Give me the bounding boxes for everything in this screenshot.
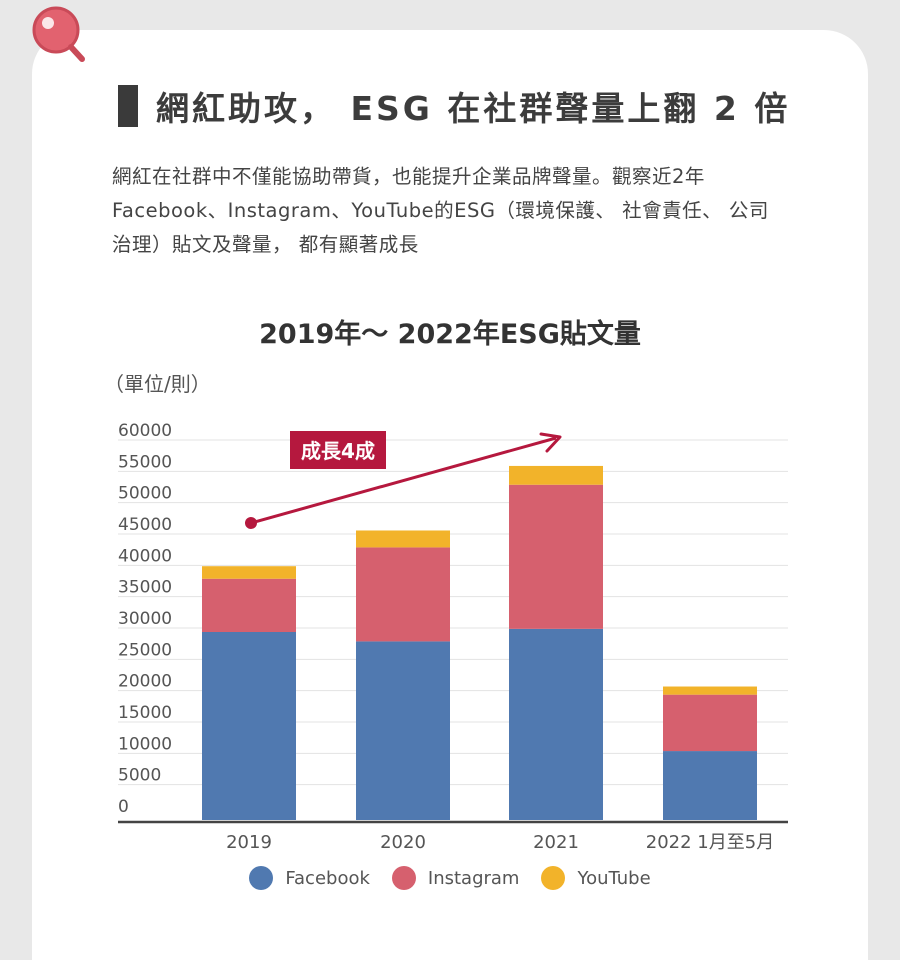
annotation-arrow-line <box>250 436 557 525</box>
intro-line-1: 網紅在社群中不僅能協助帶貨，也能提升企業品牌聲量。觀察近2年 <box>112 165 705 188</box>
intro-line-2: Facebook、Instagram、YouTube的ESG（環境保護、 社會責… <box>112 199 769 222</box>
bar-youtube <box>356 530 450 548</box>
y-tick-label: 40000 <box>118 546 172 566</box>
x-tick-label: 2022 1月至5月 <box>646 832 774 853</box>
intro-paragraph: 網紅在社群中不僅能協助帶貨，也能提升企業品牌聲量。觀察近2年 Facebook、… <box>112 160 812 262</box>
legend-swatch-instagram <box>391 866 416 890</box>
bar-instagram <box>509 484 603 629</box>
bar-instagram <box>202 578 296 632</box>
y-tick-label: 20000 <box>118 672 172 692</box>
bar-youtube <box>663 686 757 695</box>
y-tick-label: 15000 <box>118 703 172 723</box>
bar-facebook <box>509 628 603 820</box>
legend-swatch-facebook <box>249 866 274 890</box>
legend-label-facebook: Facebook <box>285 867 370 889</box>
legend-item-facebook: Facebook <box>249 866 370 890</box>
bar-youtube <box>202 566 296 579</box>
chart-unit-label: （單位/則） <box>104 372 211 396</box>
intro-line-3: 治理）貼文及聲量， 都有顯著成長 <box>112 233 419 256</box>
bar-instagram <box>663 694 757 752</box>
y-tick-label: 0 <box>118 797 129 817</box>
page-title: 網紅助攻， ESG 在社群聲量上翻 2 倍 <box>156 89 791 128</box>
y-tick-label: 35000 <box>118 578 172 598</box>
bar-facebook <box>202 632 296 820</box>
heading-bar <box>118 85 138 127</box>
page-heading: 網紅助攻， ESG 在社群聲量上翻 2 倍 <box>118 82 838 130</box>
y-tick-label: 55000 <box>118 452 172 472</box>
legend-swatch-youtube <box>541 866 566 890</box>
y-tick-label: 5000 <box>118 766 161 786</box>
x-tick-label: 2020 <box>380 832 426 853</box>
x-tick-label: 2021 <box>533 832 579 853</box>
y-tick-label: 30000 <box>118 609 172 629</box>
bar-instagram <box>356 547 450 642</box>
y-tick-label: 45000 <box>118 515 172 535</box>
y-tick-label: 25000 <box>118 640 172 660</box>
bar-youtube <box>509 465 603 485</box>
x-tick-label: 2019 <box>226 832 272 853</box>
legend-item-youtube: YouTube <box>541 866 651 890</box>
annotation-label-box <box>290 431 386 469</box>
chart-title: 2019年～ 2022年ESG貼文量 <box>259 319 641 350</box>
y-tick-label: 50000 <box>118 484 172 504</box>
annotation-label: 成長4成 <box>301 439 375 463</box>
legend-label-youtube: YouTube <box>577 867 651 889</box>
bar-facebook <box>663 751 757 820</box>
y-tick-label: 60000 <box>118 421 172 441</box>
legend-label-instagram: Instagram <box>427 867 520 889</box>
legend-item-instagram: Instagram <box>391 866 520 890</box>
magnifier-icon <box>32 6 85 62</box>
chart-legend: Facebook Instagram YouTube <box>0 866 900 890</box>
y-tick-label: 10000 <box>118 734 172 754</box>
bar-facebook <box>356 641 450 820</box>
stacked-bar-chart: 0 5000 10000 15000 20000 25000 30000 35000 40000… <box>118 421 788 853</box>
annotation-arrow-head <box>539 432 562 453</box>
